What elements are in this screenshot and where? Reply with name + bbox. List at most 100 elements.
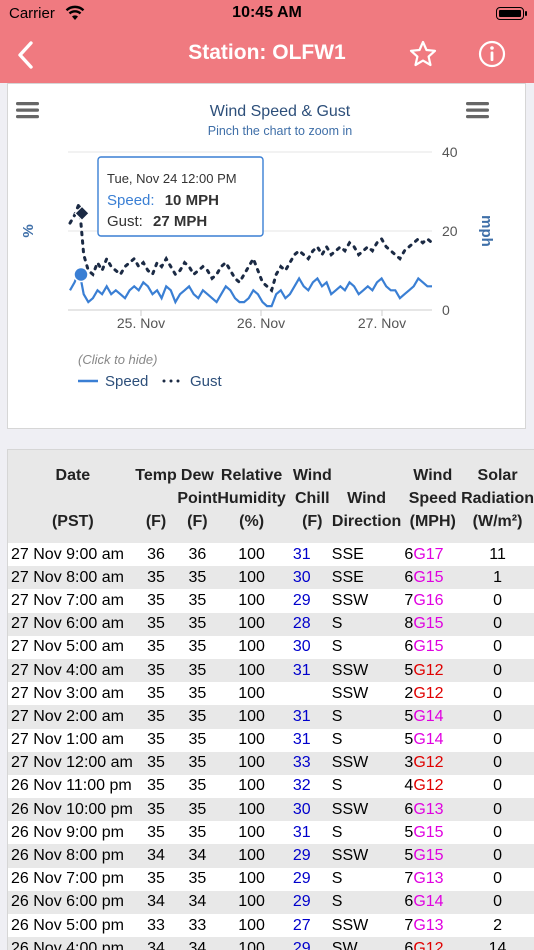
table-row[interactable]: 26 Nov 5:00 pm 33 33 100 27 SSW 7G13 2 — [8, 914, 534, 937]
dew-point-cell: 35 — [188, 638, 207, 656]
table-row[interactable]: 26 Nov 9:00 pm 35 35 100 31 S 5G15 0 — [8, 821, 534, 844]
legend-item-speed[interactable]: Speed — [78, 373, 148, 390]
info-icon[interactable] — [477, 39, 507, 69]
chart-menu-left-icon[interactable] — [16, 102, 39, 119]
wind-speed-cell: 5G14 — [401, 705, 461, 728]
chevron-left-icon[interactable] — [12, 38, 42, 72]
date-cell: 26 Nov 5:00 pm — [11, 916, 124, 934]
date-cell: 27 Nov 9:00 am — [11, 545, 124, 563]
table-row[interactable]: 26 Nov 11:00 pm 35 35 100 32 S 4G12 0 — [8, 775, 534, 798]
humidity-cell: 100 — [238, 939, 265, 950]
table-row[interactable]: 27 Nov 4:00 am 35 35 100 31 SSW 5G12 0 — [8, 658, 534, 683]
x-tick-26-nov: 26. Nov — [237, 315, 285, 331]
date-cell: 27 Nov 4:00 am — [11, 661, 124, 679]
humidity-cell: 100 — [238, 893, 265, 911]
wind-direction-cell: SSW — [331, 661, 369, 679]
wind-direction-cell: S — [331, 707, 343, 725]
wind-speed-cell: 6G14 — [401, 891, 461, 914]
wind-speed-value: 3 — [404, 754, 414, 772]
temp-cell: 34 — [147, 939, 165, 950]
header-line: Temp — [135, 467, 177, 484]
table-row[interactable]: 27 Nov 2:00 am 35 35 100 31 S 5G14 0 — [8, 705, 534, 729]
wind-gust-value: G13 — [413, 916, 444, 934]
table-row[interactable]: 27 Nov 7:00 am 35 35 100 29 SSW 7G16 0 — [8, 589, 534, 612]
table-row[interactable]: 27 Nov 8:00 am 35 35 100 30 SSE 6G15 1 — [8, 566, 534, 590]
wind-speed-cell: 6G13 — [401, 798, 461, 821]
nav-bar: Carrier 10:45 AM Station: OLFW1 — [0, 0, 534, 83]
dew-point-cell: 35 — [188, 684, 207, 702]
wind-speed-cell: 7G13 — [401, 868, 461, 891]
temp-cell: 35 — [147, 754, 165, 772]
page-title: Station: OLFW1 — [188, 41, 346, 64]
header-wind-direction[interactable]: Wind Direction — [331, 450, 402, 543]
wind-gust-value: G12 — [413, 754, 444, 772]
dew-point-cell: 35 — [188, 661, 207, 679]
wind-speed-cell: 8G15 — [401, 613, 461, 636]
wind-speed-cell: 6G15 — [401, 566, 461, 589]
wind-gust-value: G14 — [413, 731, 444, 749]
solar-radiation-cell: 0 — [493, 591, 502, 609]
table-row[interactable]: 27 Nov 3:00 am 35 35 100 SSW 2G12 0 — [8, 682, 534, 705]
wind-direction-cell: S — [331, 870, 343, 888]
wind-speed-value: 6 — [404, 800, 414, 818]
humidity-cell: 100 — [238, 731, 265, 749]
speed-series-line[interactable] — [69, 266, 432, 308]
observations-table[interactable]: Date (PST) Temp (F) Dew Point (F) Relative Humid… — [7, 449, 534, 950]
status-bar: Carrier 10:45 AM — [0, 0, 534, 28]
dew-point-cell: 35 — [188, 707, 207, 725]
humidity-cell: 100 — [238, 916, 265, 934]
wind-chill-cell: 29 — [292, 870, 311, 888]
header-line: (PST) — [51, 513, 94, 530]
wind-chill-cell: 30 — [292, 568, 311, 586]
wind-gust-value: G15 — [413, 847, 444, 865]
table-row[interactable]: 26 Nov 8:00 pm 34 34 100 29 SSW 5G15 0 — [8, 844, 534, 868]
table-row[interactable]: 27 Nov 9:00 am 36 36 100 31 SSE 6G17 11 — [8, 543, 534, 566]
table-row[interactable]: 27 Nov 5:00 am 35 35 100 30 S 6G15 0 — [8, 636, 534, 659]
date-cell: 26 Nov 8:00 pm — [11, 847, 124, 865]
solar-radiation-cell: 14 — [488, 939, 507, 950]
table-row[interactable]: 27 Nov 12:00 am 35 35 100 33 SSW 3G12 0 — [8, 751, 534, 775]
wind-speed-cell: 5G12 — [401, 659, 461, 682]
header-wind-chill[interactable]: Wind Chill (F) — [285, 450, 332, 543]
humidity-cell: 100 — [238, 684, 265, 702]
gust-series-line[interactable] — [68, 202, 434, 293]
chart-subtitle: Pinch the chart to zoom in — [208, 124, 353, 138]
dew-point-cell: 34 — [188, 847, 207, 865]
header-relative-humidity[interactable]: Relative Humidity (%) — [217, 450, 286, 543]
tooltip-date: Tue, Nov 24 12:00 PM — [107, 171, 237, 186]
humidity-cell: 100 — [238, 661, 265, 679]
solar-radiation-cell: 0 — [493, 847, 502, 865]
solar-radiation-cell: 0 — [493, 661, 502, 679]
wind-chill-cell: 29 — [292, 591, 311, 609]
table-row[interactable]: 27 Nov 1:00 am 35 35 100 31 S 5G14 0 — [8, 729, 534, 752]
header-temp[interactable]: Temp (F) — [134, 450, 178, 543]
header-solar-radiation[interactable]: Solar Radiation (W/m²) — [461, 450, 534, 543]
humidity-cell: 100 — [238, 800, 265, 818]
header-wind-speed[interactable]: Wind Speed (MPH) — [401, 450, 462, 543]
date-cell: 27 Nov 1:00 am — [11, 731, 124, 749]
header-line: (F) — [145, 513, 167, 530]
solar-radiation-cell: 0 — [493, 707, 502, 725]
table-row[interactable]: 26 Nov 6:00 pm 34 34 100 29 S 6G14 0 — [8, 890, 534, 914]
table-row[interactable]: 26 Nov 4:00 pm 34 34 100 29 SW 6G12 14 — [8, 937, 534, 950]
date-cell: 27 Nov 8:00 am — [11, 568, 124, 586]
wind-direction-cell: SSW — [331, 684, 369, 702]
table-row[interactable]: 26 Nov 7:00 pm 35 35 100 29 S 7G13 0 — [8, 868, 534, 891]
dew-point-cell: 35 — [188, 777, 207, 795]
legend-item-gust[interactable]: Gust — [162, 373, 223, 390]
wind-chill-cell: 29 — [292, 893, 311, 911]
header-dew-point[interactable]: Dew Point (F) — [177, 450, 218, 543]
chart-title: Wind Speed & Gust — [210, 103, 351, 120]
humidity-cell: 100 — [238, 615, 265, 633]
dew-point-cell: 34 — [188, 893, 207, 911]
wind-chart[interactable]: Wind Speed & Gust Pinch the chart to zoo… — [8, 84, 527, 430]
table-row[interactable]: 27 Nov 6:00 am 35 35 100 28 S 8G15 0 — [8, 612, 534, 636]
wind-gust-value: G15 — [413, 638, 444, 656]
header-date[interactable]: Date (PST) — [8, 450, 135, 543]
star-icon[interactable] — [408, 39, 438, 69]
chart-menu-right-icon[interactable] — [466, 102, 489, 119]
table-row[interactable]: 26 Nov 10:00 pm 35 35 100 30 SSW 6G13 0 — [8, 798, 534, 822]
humidity-cell: 100 — [238, 638, 265, 656]
wind-chill-cell: 31 — [292, 707, 311, 725]
temp-cell: 35 — [147, 800, 165, 818]
